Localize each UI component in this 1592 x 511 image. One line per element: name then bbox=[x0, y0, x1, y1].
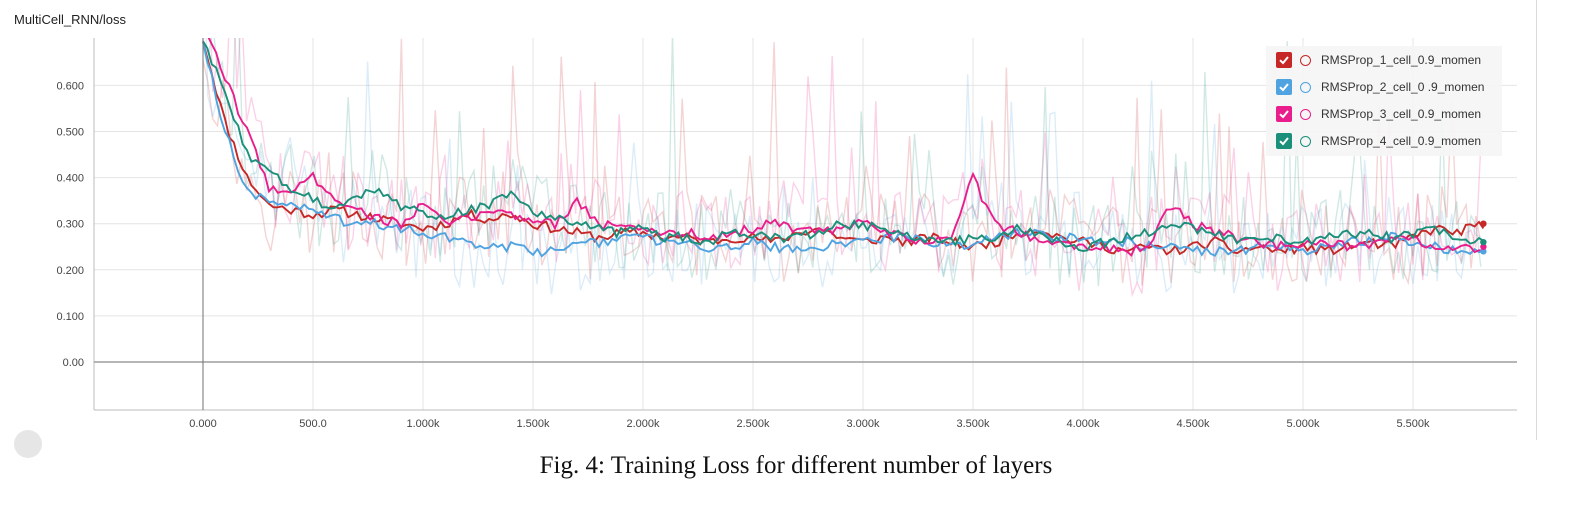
legend-item-3[interactable]: RMSProp_3_cell_0.9_momen bbox=[1276, 104, 1481, 124]
legend-item-2[interactable]: RMSProp_2_cell_0 .9_momen bbox=[1276, 77, 1484, 97]
circle-icon[interactable] bbox=[1300, 81, 1311, 93]
x-tick-label: 5.500k bbox=[1396, 418, 1430, 430]
figure-caption: Fig. 4: Training Loss for different numb… bbox=[539, 452, 1053, 479]
series-line[interactable] bbox=[202, 40, 1484, 252]
check-icon[interactable] bbox=[1276, 133, 1292, 149]
y-tick-label: 0.400 bbox=[56, 173, 84, 185]
raw-series-layer bbox=[202, 38, 1482, 298]
y-tick-label: 0.600 bbox=[56, 80, 84, 92]
axes bbox=[93, 38, 1517, 411]
chart-title: MultiCell_RNN/loss bbox=[14, 12, 126, 27]
x-tick-label: 4.500k bbox=[1176, 418, 1210, 430]
smoothed-series-layer bbox=[202, 32, 1487, 258]
legend-label: RMSProp_3_cell_0.9_momen bbox=[1321, 107, 1482, 121]
x-tick-label: 0.000 bbox=[189, 418, 217, 430]
x-tick-label: 2.000k bbox=[626, 418, 660, 430]
x-tick-label: 5.000k bbox=[1286, 418, 1320, 430]
series-end-point[interactable] bbox=[1480, 220, 1487, 227]
series-end-point[interactable] bbox=[1480, 243, 1487, 250]
check-icon[interactable] bbox=[1276, 79, 1292, 95]
x-tick-label: 1.000k bbox=[406, 418, 440, 430]
circle-icon[interactable] bbox=[1300, 108, 1311, 120]
x-tick-label: 3.000k bbox=[846, 418, 880, 430]
legend-label: RMSProp_2_cell_0 .9_momen bbox=[1321, 80, 1485, 94]
tick-labels: 0.000 500.0 1.000k 1.500k 2.000k 2.500k 3.000k… bbox=[56, 80, 1430, 430]
series-line[interactable] bbox=[203, 32, 1484, 257]
check-icon[interactable] bbox=[1276, 106, 1292, 122]
y-tick-label: 0.500 bbox=[56, 127, 84, 139]
legend-label: RMSProp_4_cell_0.9_momen bbox=[1321, 134, 1482, 148]
circle-icon[interactable] bbox=[1300, 135, 1311, 147]
y-tick-label: 0.100 bbox=[56, 311, 84, 323]
legend-item-4[interactable]: RMSProp_4_cell_0.9_momen bbox=[1276, 131, 1481, 151]
panel-divider bbox=[1536, 0, 1537, 440]
check-icon[interactable] bbox=[1276, 52, 1292, 68]
legend-label: RMSProp_1_cell_0.9_momen bbox=[1321, 53, 1482, 67]
x-tick-label: 3.500k bbox=[956, 418, 990, 430]
x-tick-label: 500.0 bbox=[299, 418, 327, 430]
series-end-point[interactable] bbox=[1480, 248, 1487, 255]
raw-series-line bbox=[202, 38, 1482, 286]
legend: RMSProp_1_cell_0.9_momen RMSProp_2_cell_… bbox=[1266, 46, 1502, 156]
y-tick-label: 0.300 bbox=[56, 219, 84, 231]
legend-item-1[interactable]: RMSProp_1_cell_0.9_momen bbox=[1276, 50, 1481, 70]
series-line[interactable] bbox=[202, 41, 1485, 256]
x-tick-label: 2.500k bbox=[736, 418, 770, 430]
y-tick-label: 0.00 bbox=[63, 357, 84, 369]
circle-icon[interactable] bbox=[1300, 54, 1311, 66]
x-tick-label: 4.000k bbox=[1066, 418, 1100, 430]
series-line[interactable] bbox=[202, 41, 1484, 258]
raw-series-line bbox=[202, 38, 1482, 287]
raw-series-line bbox=[202, 38, 1482, 298]
y-tick-label: 0.200 bbox=[56, 265, 84, 277]
expand-icon[interactable] bbox=[14, 430, 42, 458]
x-tick-label: 1.500k bbox=[516, 418, 550, 430]
series-end-point[interactable] bbox=[1480, 238, 1487, 246]
